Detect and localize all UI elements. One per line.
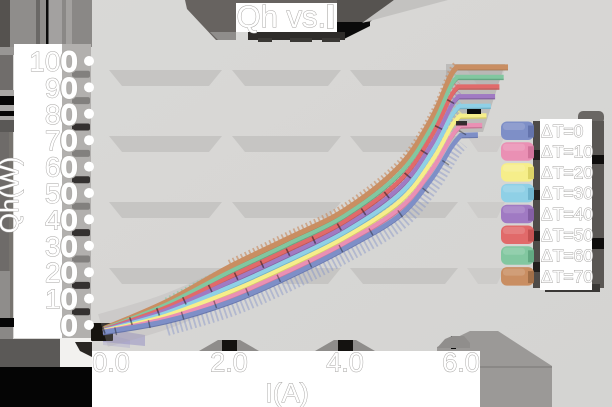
svg-text:30: 30 xyxy=(45,231,76,262)
svg-text:I: I xyxy=(326,0,335,34)
svg-text:80: 80 xyxy=(45,99,76,130)
svg-text:ΔT=50: ΔT=50 xyxy=(541,225,593,245)
svg-text:70: 70 xyxy=(45,125,76,156)
svg-text:0: 0 xyxy=(61,310,77,341)
svg-text:I: I xyxy=(326,0,335,34)
svg-text:60: 60 xyxy=(45,152,76,183)
svg-text:ΔT=70: ΔT=70 xyxy=(541,266,593,286)
svg-text:0: 0 xyxy=(61,204,77,235)
svg-text:ΔT=10: ΔT=10 xyxy=(541,142,593,162)
svg-text:ΔT=30: ΔT=30 xyxy=(541,183,593,203)
svg-text:0: 0 xyxy=(61,125,77,156)
svg-text:0: 0 xyxy=(61,204,77,235)
svg-text:0: 0 xyxy=(61,99,77,130)
svg-text:0.0: 0.0 xyxy=(92,348,130,378)
svg-text:0: 0 xyxy=(61,46,77,77)
svg-text:50: 50 xyxy=(45,178,76,209)
svg-text:40: 40 xyxy=(45,204,76,235)
svg-text:0: 0 xyxy=(61,284,77,315)
svg-text:0: 0 xyxy=(61,178,77,209)
svg-text:ΔT=40: ΔT=40 xyxy=(541,204,593,224)
svg-text:Qh vs.I: Qh vs.I xyxy=(237,0,335,34)
svg-text:0: 0 xyxy=(61,99,77,130)
svg-text:0: 0 xyxy=(61,284,77,315)
svg-text:0: 0 xyxy=(61,310,77,341)
svg-text:Qh(W): Qh(W) xyxy=(0,157,24,234)
svg-text:ΔT=60: ΔT=60 xyxy=(541,246,593,266)
svg-text:0: 0 xyxy=(61,257,77,288)
svg-text:4.0: 4.0 xyxy=(326,348,364,378)
svg-text:0: 0 xyxy=(61,152,77,183)
svg-text:ΔT=0: ΔT=0 xyxy=(541,121,584,141)
svg-text:6.0: 6.0 xyxy=(442,348,480,378)
svg-text:0: 0 xyxy=(61,231,77,262)
svg-text:0: 0 xyxy=(61,125,77,156)
svg-text:0: 0 xyxy=(61,72,77,103)
svg-text:20: 20 xyxy=(45,257,76,288)
svg-text:0: 0 xyxy=(61,46,77,77)
svg-text:10: 10 xyxy=(45,284,76,315)
svg-text:I(A): I(A) xyxy=(265,378,309,407)
svg-text:0: 0 xyxy=(61,257,77,288)
svg-text:0: 0 xyxy=(61,178,77,209)
svg-text:0: 0 xyxy=(61,231,77,262)
svg-text:2.0: 2.0 xyxy=(210,348,248,378)
svg-text:0: 0 xyxy=(60,310,76,341)
svg-text:ΔT=20: ΔT=20 xyxy=(541,162,593,182)
svg-text:0: 0 xyxy=(61,152,77,183)
svg-text:90: 90 xyxy=(45,72,76,103)
svg-text:100: 100 xyxy=(29,46,76,77)
svg-text:0: 0 xyxy=(61,72,77,103)
